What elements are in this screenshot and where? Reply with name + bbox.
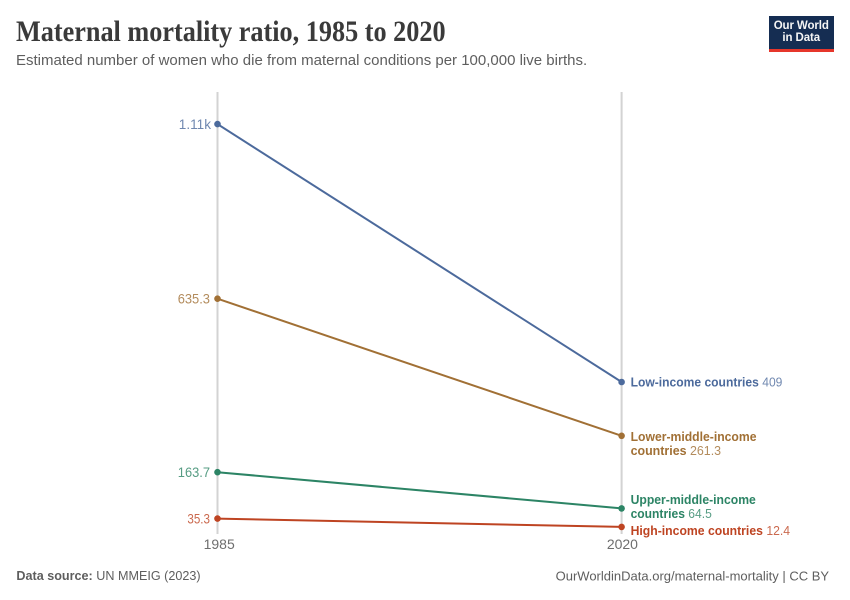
svg-text:Lower-middle-income: Lower-middle-income	[631, 429, 757, 444]
svg-text:35.3: 35.3	[187, 511, 210, 527]
svg-text:Upper-middle-income: Upper-middle-income	[631, 492, 756, 507]
svg-text:163.7: 163.7	[178, 464, 210, 480]
svg-text:635.3: 635.3	[178, 291, 210, 307]
svg-text:countries 261.3: countries 261.3	[631, 443, 722, 458]
svg-text:1.11k: 1.11k	[179, 116, 212, 132]
svg-text:OurWorldinData.org/maternal-mo: OurWorldinData.org/maternal-mortality | …	[556, 568, 830, 583]
svg-text:countries 64.5: countries 64.5	[631, 506, 712, 521]
svg-text:2020: 2020	[607, 536, 638, 552]
svg-text:Data source: UN MMEIG (2023): Data source: UN MMEIG (2023)	[16, 569, 200, 583]
svg-text:Low-income countries 409: Low-income countries 409	[631, 375, 783, 390]
svg-text:1985: 1985	[204, 536, 235, 552]
svg-text:High-income countries 12.4: High-income countries 12.4	[631, 523, 791, 538]
